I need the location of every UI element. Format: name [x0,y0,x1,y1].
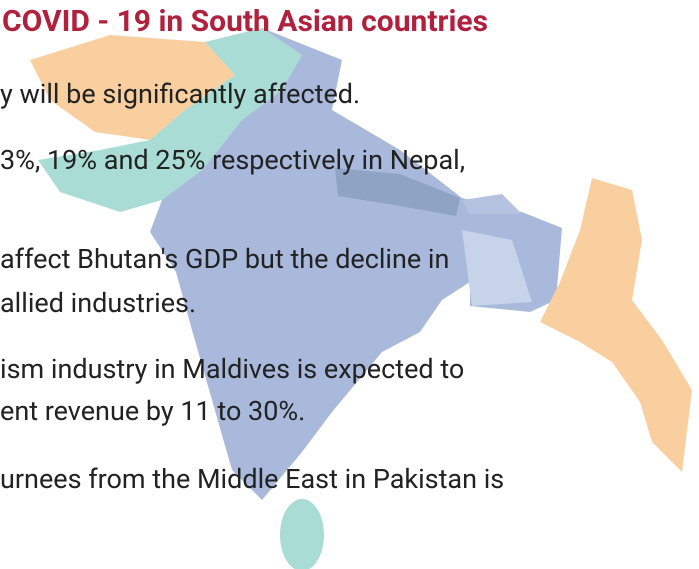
title: COVID - 19 in South Asian countries [2,4,489,39]
nepal [335,168,460,216]
sri-lanka [280,499,324,569]
afghanistan [30,35,235,140]
bullet-text: allied industries. [0,287,197,319]
bullet-text: ism industry in Maldives is expected to [0,353,465,385]
india [150,28,562,500]
pakistan [38,28,302,212]
bullet-text: y will be significantly affected. [0,78,361,110]
myanmar [540,178,692,472]
bullet-text: 3%, 19% and 25% respectively in Nepal, [0,144,466,176]
bullet-text: affect Bhutan's GDP but the decline in [0,243,450,275]
bhutan [462,194,522,214]
bangladesh [462,230,532,306]
bullet-text: ent revenue by 11 to 30%. [0,395,306,427]
bullet-text: urnees from the Middle East in Pakistan … [0,463,505,495]
